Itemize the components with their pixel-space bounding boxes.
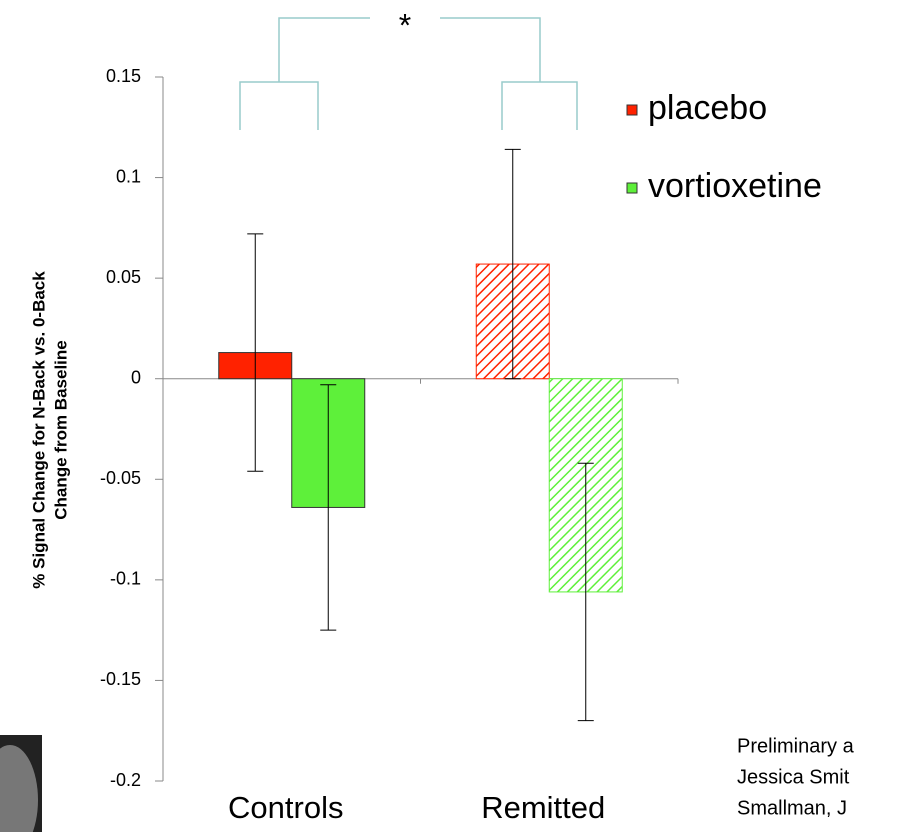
legend-marker <box>626 104 638 116</box>
y-tick-label: 0 <box>131 367 141 387</box>
note: Smallman, J <box>737 797 847 819</box>
y-axis-label: % Signal Change for N-Back vs. 0-Back <box>29 271 48 589</box>
error-bar <box>577 462 594 722</box>
error-bar <box>320 384 337 631</box>
significance-bracket <box>239 17 578 130</box>
x-tick-label: Controls <box>228 790 343 825</box>
y-tick-label: 0.15 <box>106 66 141 86</box>
y-tick-label: -0.1 <box>110 569 141 589</box>
note: Preliminary a <box>737 735 855 757</box>
error-bar <box>504 148 521 380</box>
x-tick-label: Remitted <box>481 790 605 825</box>
legend-marker <box>626 182 638 194</box>
legend-label: placebo <box>648 89 767 127</box>
y-tick-label: -0.15 <box>100 669 141 689</box>
legend-label: vortioxetine <box>648 167 822 205</box>
y-tick-label: 0.1 <box>116 166 141 186</box>
brain-image-shape <box>0 745 38 832</box>
significance-label: * <box>399 7 411 43</box>
y-tick-label: -0.2 <box>110 770 141 790</box>
y-tick-label: 0.05 <box>106 267 141 287</box>
error-bar <box>247 233 264 472</box>
y-tick-label: -0.05 <box>100 468 141 488</box>
note: Jessica Smit <box>737 766 850 788</box>
y-axis-label: Change from Baseline <box>51 340 70 520</box>
